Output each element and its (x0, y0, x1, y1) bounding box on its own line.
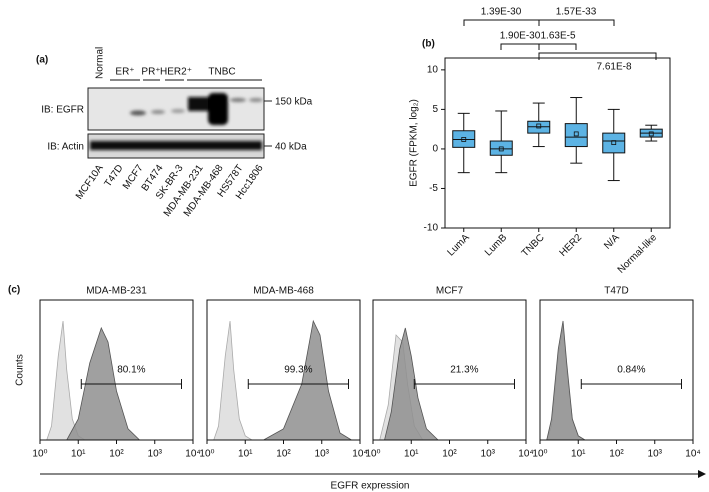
x-tick-label: 10⁰ (32, 449, 47, 460)
mean (573, 131, 579, 137)
gate-label: 99.3% (284, 365, 312, 376)
group-label: PR⁺ (141, 67, 160, 78)
histogram (261, 319, 353, 441)
bands (90, 93, 263, 150)
panel-label: (a) (36, 55, 48, 66)
x-tick-label: 10¹ (71, 449, 86, 460)
marker-label: 40 kDa (275, 142, 307, 153)
histogram (213, 320, 254, 441)
x-tick-label: 10³ (315, 449, 330, 460)
x-tick-label: 10⁴ (352, 449, 367, 460)
plot-title: T47D (604, 286, 628, 297)
y-axis-label: EGFR (FPKM, log₂) (409, 99, 420, 187)
gate-label: 80.1% (117, 365, 145, 376)
x-axis-label: EGFR expression (331, 481, 410, 492)
group-label: Normal (95, 47, 106, 79)
x-tick-label: 10² (442, 449, 457, 460)
annotation: 1.63E-5 (540, 31, 575, 42)
annotation: 1.90E-30 (500, 31, 541, 42)
panel-label: (b) (422, 39, 435, 50)
x-tick-label: 10¹ (571, 449, 586, 460)
marker-label: 150 kDa (275, 97, 313, 108)
x-tick-label: N/A (602, 232, 622, 252)
gate-label: 0.84% (617, 365, 645, 376)
gate-label: 21.3% (450, 365, 478, 376)
x-tick-label: 10⁰ (532, 449, 547, 460)
annotation: 1.57E-33 (556, 7, 597, 18)
x-tick-label: HER2 (558, 232, 585, 259)
y-axis-label: Counts (15, 354, 26, 386)
mean (648, 131, 654, 137)
x-tick-label: 10² (609, 449, 624, 460)
group-label: HER2⁺ (160, 67, 192, 78)
significance-brackets (463, 19, 657, 60)
x-tick-label: 10¹ (404, 449, 419, 460)
lane-label: MCF10A (74, 163, 106, 202)
plot-frame (444, 57, 671, 229)
row-label: IB: EGFR (41, 105, 84, 116)
y-tick-label: 0 (432, 144, 438, 155)
x-tick-label: 10² (109, 449, 124, 460)
y-tick-label: -10 (424, 223, 439, 234)
plot-title: MCF7 (436, 286, 464, 297)
annotation: 1.39E-30 (481, 7, 522, 18)
x-tick-label: LumB (483, 232, 509, 258)
mean (461, 137, 467, 142)
x-tick-label: Normal-like (616, 232, 660, 276)
x-tick-label: 10⁰ (199, 449, 214, 460)
x-tick-label: 10⁰ (365, 449, 380, 460)
box (489, 140, 513, 156)
histogram (384, 327, 439, 441)
box (602, 132, 626, 154)
box (564, 123, 588, 148)
plot-title: MDA-MB-231 (86, 286, 147, 297)
group-label: ER⁺ (115, 67, 134, 78)
x-tick-label: 10³ (148, 449, 163, 460)
y-tick-label: -5 (429, 183, 438, 194)
x-tick-label: 10⁴ (185, 449, 200, 460)
group-label: TNBC (208, 67, 235, 78)
y-tick-label: 10 (427, 65, 439, 76)
x-tick-label: TNBC (520, 232, 547, 259)
x-tick-label: LumA (445, 232, 471, 258)
x-tick-label: 10⁴ (518, 449, 533, 460)
blot-egfr (87, 87, 265, 131)
x-tick-label: 10¹ (238, 449, 253, 460)
y-tick-label: 5 (432, 104, 438, 115)
arrow-head (698, 470, 706, 478)
annotation: 7.61E-8 (596, 62, 631, 73)
plot-title: MDA-MB-468 (253, 286, 314, 297)
mean (611, 140, 617, 146)
panel-label: (c) (8, 285, 20, 296)
histogram (546, 320, 587, 441)
row-label: IB: Actin (47, 142, 84, 153)
mean (536, 123, 542, 129)
x-tick-label: 10³ (481, 449, 496, 460)
x-tick-label: 10³ (648, 449, 663, 460)
mean (498, 146, 504, 152)
x-tick-label: 10² (276, 449, 291, 460)
x-tick-label: 10⁴ (685, 449, 700, 460)
